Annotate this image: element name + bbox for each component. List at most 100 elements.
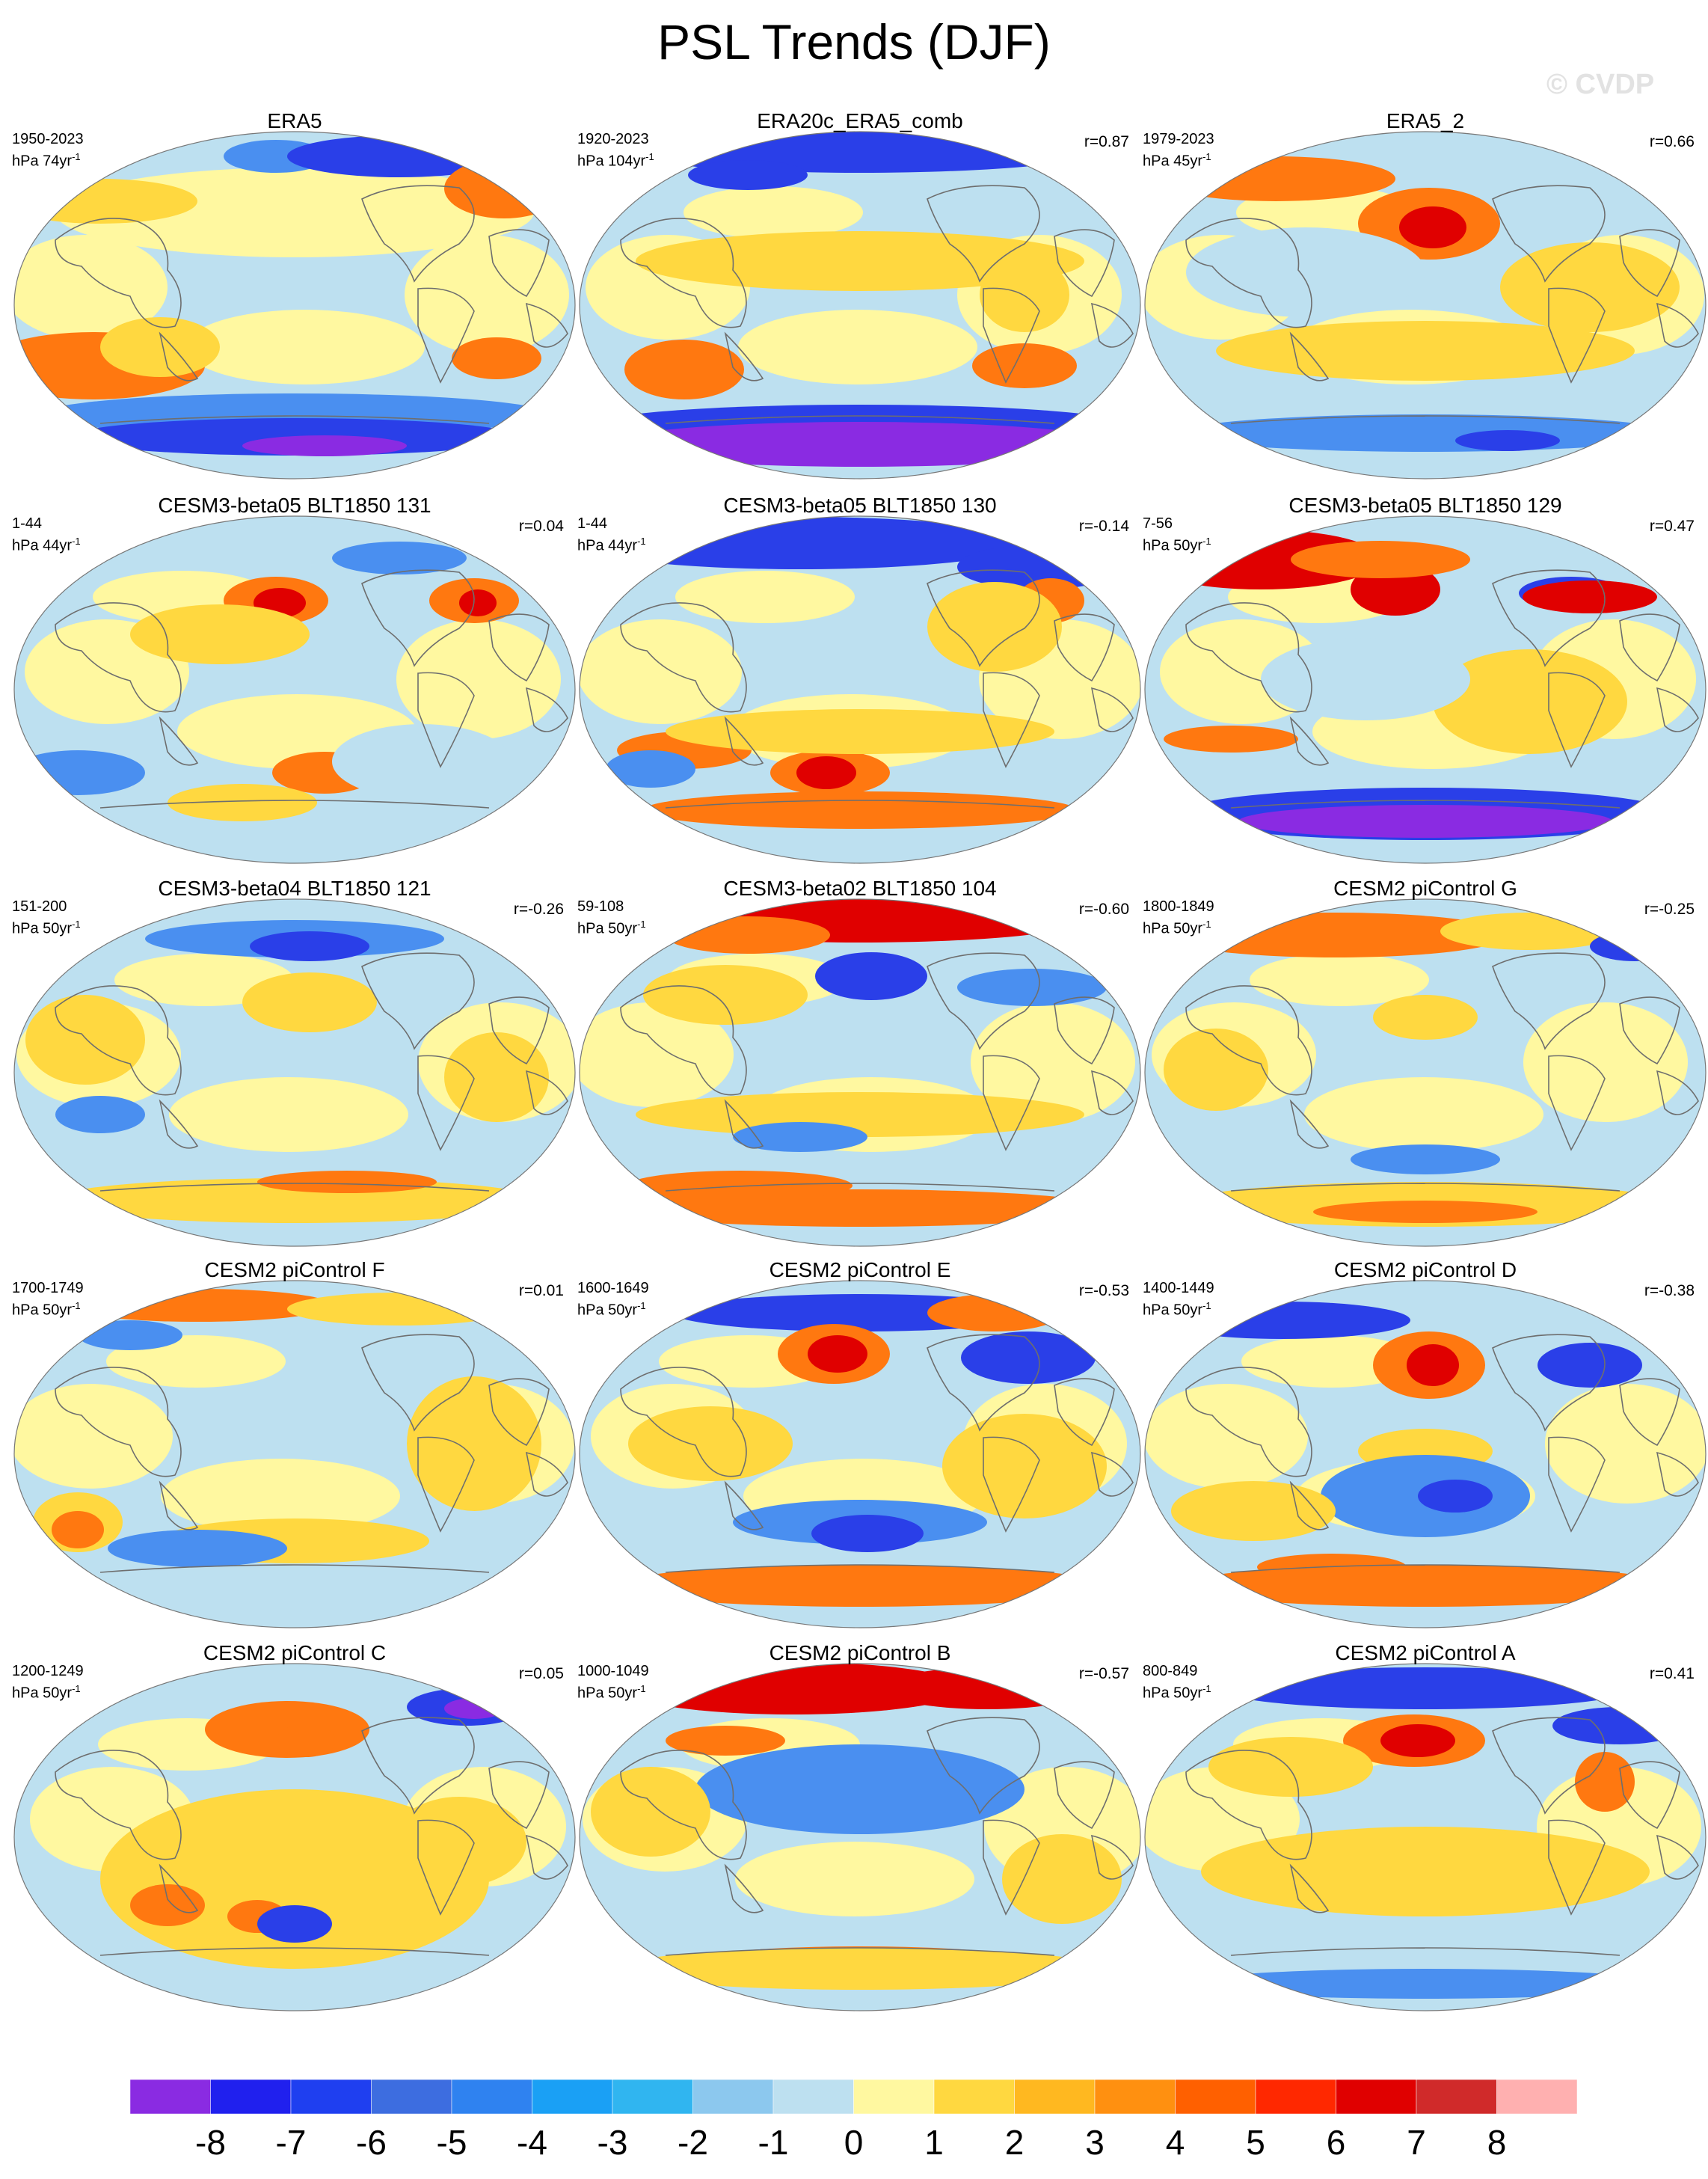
colorbar-label: -3 <box>598 2123 628 2162</box>
weak-trend-area <box>1145 1384 1308 1489</box>
trend-map <box>579 1280 1141 1628</box>
units-exponent: -1 <box>1202 1300 1211 1311</box>
coastline <box>525 1070 568 1115</box>
units-text: hPa 50yr <box>1143 537 1203 554</box>
panel-correlation: r=-0.25 <box>1644 901 1695 918</box>
panel-period: 1-44 <box>12 515 43 532</box>
coastline <box>159 1099 199 1149</box>
coastline <box>361 569 475 667</box>
panel-period: 1200-1249 <box>12 1663 84 1679</box>
panel-period: 1800-1849 <box>1143 898 1214 915</box>
trend-contour <box>624 340 744 399</box>
panel-correlation: r=-0.38 <box>1644 1282 1695 1299</box>
units-exponent: -1 <box>72 536 81 547</box>
map-border <box>13 131 576 479</box>
trend-contour <box>666 1726 785 1756</box>
panel-title: CESM3-beta04 BLT1850 121 <box>158 877 431 900</box>
map-border <box>13 898 576 1247</box>
coastline <box>665 1183 1055 1192</box>
trend-contour <box>927 1294 1062 1331</box>
trend-contour <box>276 1724 336 1757</box>
panel-correlation: r=0.47 <box>1649 518 1695 535</box>
panel-title: CESM2 piControl G <box>1333 877 1517 900</box>
coastline <box>417 1819 475 1916</box>
colorbar-label: 5 <box>1246 2123 1265 2162</box>
coastline <box>55 985 182 1096</box>
coastline <box>55 1750 182 1860</box>
trend-contour <box>636 231 1084 291</box>
trend-contour <box>591 1767 710 1857</box>
trend-contour <box>100 1789 489 1969</box>
coastline <box>159 1480 199 1530</box>
trend-contour <box>1238 805 1612 838</box>
trend-contour <box>459 589 497 616</box>
coastline <box>1054 1378 1115 1447</box>
colorbar-box <box>1416 2079 1497 2115</box>
coastline <box>1656 302 1699 348</box>
units-text: hPa 104yr <box>577 153 646 170</box>
coastline <box>927 569 1040 667</box>
units-exponent: -1 <box>1202 1683 1211 1694</box>
coastline <box>620 985 747 1096</box>
trend-contour <box>1171 1481 1336 1541</box>
trend-map <box>13 131 576 479</box>
coastline <box>361 1717 475 1815</box>
trend-contour <box>688 160 808 190</box>
coastline <box>55 218 182 328</box>
trend-map <box>13 898 576 1247</box>
coastline <box>1619 1378 1680 1447</box>
map-border <box>579 1663 1141 2011</box>
trend-contour <box>242 972 377 1032</box>
weak-trend-area <box>405 235 569 355</box>
units-text: hPa 44yr <box>577 537 638 554</box>
trend-contour <box>613 1948 1107 1990</box>
map-panel: CESM2 piControl E 1600-1649 hPa 50yr-1 r=-0… <box>576 1258 1144 1632</box>
trend-contour <box>407 1376 541 1511</box>
panel-title: CESM2 piControl C <box>203 1641 387 1664</box>
panel-title: ERA5 <box>267 109 322 132</box>
colorbar-label: 3 <box>1085 2123 1105 2162</box>
panel-info: 1700-1749 hPa 50yr-1 <box>12 1279 84 1320</box>
coastline <box>1090 1451 1134 1497</box>
panel-correlation: r=0.01 <box>518 1282 564 1299</box>
coastline <box>1492 952 1606 1050</box>
trend-contour <box>48 1178 541 1223</box>
trend-contour <box>1208 1737 1373 1797</box>
trend-contour <box>1418 1480 1493 1513</box>
map-border <box>579 131 1141 479</box>
units-exponent: -1 <box>637 1300 646 1311</box>
coastline <box>1548 287 1606 384</box>
units-exponent: -1 <box>72 1300 81 1311</box>
colorbar-box <box>1496 2079 1578 2115</box>
trend-contour <box>392 1797 526 1887</box>
coastline <box>1230 1564 1621 1573</box>
colorbar-box <box>692 2079 774 2115</box>
weak-trend-area <box>971 1002 1135 1122</box>
panel-units: hPa 50yr-1 <box>1143 916 1214 938</box>
panel-period: 1400-1449 <box>1143 1280 1214 1296</box>
trend-map <box>1144 1663 1707 2011</box>
coastline <box>1656 687 1699 732</box>
colorbar-box <box>612 2079 693 2115</box>
coastline <box>159 716 199 766</box>
trend-contour <box>1002 1834 1122 1924</box>
colorbar-box <box>1094 2079 1176 2115</box>
coastline <box>927 1334 1040 1432</box>
units-text: hPa 50yr <box>12 1302 73 1319</box>
trend-contour <box>613 1565 1107 1607</box>
coastline <box>1090 1834 1134 1880</box>
map-border <box>13 1663 576 2011</box>
trend-contour <box>1537 1343 1642 1388</box>
coastline <box>1090 1070 1134 1115</box>
coastline <box>1289 1480 1330 1530</box>
trend-contour <box>14 750 145 795</box>
trend-contour <box>796 756 856 789</box>
weak-trend-area <box>675 571 855 623</box>
colorbar-label: -7 <box>276 2123 307 2162</box>
coastline <box>55 1367 182 1477</box>
trend-map <box>1144 515 1707 864</box>
panel-title: ERA20c_ERA5_comb <box>757 109 963 132</box>
colorbar-label: -1 <box>758 2123 789 2162</box>
map-border <box>579 515 1141 864</box>
trend-contour <box>1164 726 1298 753</box>
